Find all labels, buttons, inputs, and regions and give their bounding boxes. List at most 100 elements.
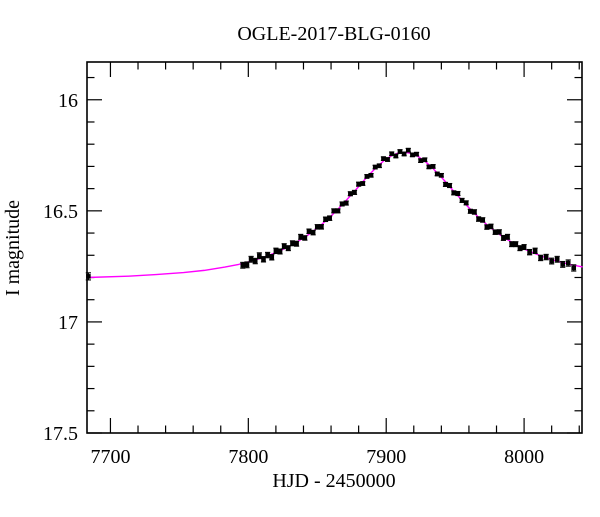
- data-point: [372, 164, 378, 170]
- data-point-marker: [389, 151, 395, 157]
- data-point: [565, 259, 571, 267]
- data-point: [418, 158, 424, 163]
- data-point: [430, 164, 436, 169]
- data-point: [500, 234, 507, 241]
- data-point: [480, 217, 486, 223]
- data-point: [339, 201, 345, 207]
- data-point: [484, 224, 490, 230]
- data-point: [496, 229, 502, 235]
- data-point: [310, 229, 316, 236]
- data-point-marker: [401, 151, 407, 157]
- data-point: [451, 190, 457, 196]
- data-point-marker: [468, 208, 473, 214]
- data-point: [293, 240, 300, 247]
- data-point-marker: [549, 258, 554, 264]
- data-point: [351, 189, 358, 195]
- data-point: [488, 223, 494, 230]
- data-point-marker: [543, 254, 549, 260]
- data-point-marker: [501, 235, 506, 241]
- data-point: [376, 163, 382, 169]
- data-point-marker: [327, 215, 332, 221]
- data-point-marker: [565, 260, 571, 266]
- data-point-marker: [484, 224, 490, 230]
- data-point-marker: [513, 241, 519, 247]
- data-point-marker: [352, 190, 357, 195]
- data-point-marker: [492, 229, 498, 235]
- data-point-marker: [240, 262, 246, 268]
- x-tick-label: 8000: [504, 446, 544, 468]
- data-point-marker: [521, 244, 527, 250]
- data-point-marker: [554, 256, 560, 262]
- data-point-marker: [286, 245, 291, 251]
- data-points-series: [85, 147, 577, 281]
- data-point: [422, 157, 428, 163]
- data-point-marker: [364, 174, 370, 179]
- data-point-marker: [335, 208, 341, 214]
- data-point-marker: [257, 253, 262, 259]
- data-point: [364, 174, 370, 179]
- data-point: [532, 247, 538, 255]
- data-point-marker: [348, 191, 353, 197]
- y-tick-label: 17: [58, 312, 78, 334]
- data-point: [260, 256, 267, 263]
- data-point-marker: [397, 149, 403, 154]
- data-point: [343, 200, 349, 206]
- data-point-marker: [451, 190, 457, 196]
- data-point: [447, 182, 453, 189]
- data-point-marker: [281, 243, 287, 249]
- data-point-marker: [532, 248, 538, 254]
- data-point-marker: [323, 216, 328, 222]
- data-point: [521, 244, 527, 251]
- data-point-marker: [298, 234, 304, 240]
- data-point-marker: [360, 181, 366, 186]
- data-point-marker: [459, 198, 465, 203]
- data-point-marker: [248, 256, 254, 262]
- data-point: [256, 252, 262, 260]
- data-point-marker: [381, 156, 386, 161]
- data-point-marker: [509, 241, 514, 247]
- data-point-marker: [476, 216, 481, 222]
- data-point: [269, 254, 275, 261]
- data-point: [360, 181, 366, 186]
- data-point-marker: [385, 157, 390, 162]
- data-point: [438, 172, 444, 178]
- data-point-marker: [560, 262, 565, 267]
- data-point: [504, 233, 511, 240]
- data-point-marker: [244, 262, 250, 268]
- data-point: [442, 181, 449, 187]
- data-point-marker: [447, 183, 452, 188]
- data-point-marker: [302, 235, 308, 241]
- data-point-marker: [306, 228, 312, 234]
- data-point-marker: [418, 158, 423, 163]
- data-point: [281, 243, 287, 250]
- data-point: [277, 248, 283, 255]
- data-point: [554, 255, 560, 263]
- data-point-marker: [265, 252, 270, 258]
- data-point: [314, 224, 320, 230]
- data-point-marker: [434, 171, 440, 177]
- model-curve-line: [86, 151, 583, 279]
- y-tick-label: 16.5: [43, 201, 78, 223]
- x-tick-label: 7700: [90, 446, 130, 468]
- data-point: [538, 254, 544, 262]
- data-point-marker: [393, 153, 399, 159]
- data-point: [517, 245, 523, 252]
- data-point-marker: [343, 200, 349, 206]
- data-point-marker: [480, 217, 486, 223]
- data-point: [459, 197, 465, 203]
- data-point-marker: [269, 254, 275, 260]
- data-point: [265, 251, 271, 259]
- data-point-marker: [527, 249, 532, 255]
- data-point: [252, 257, 258, 265]
- axis-tick-labels: 7700 7800 7900 8000 16 16.5 17 17.5: [43, 90, 544, 468]
- data-point: [409, 152, 416, 158]
- data-point: [244, 261, 250, 269]
- data-point-marker: [505, 234, 510, 240]
- data-point: [318, 224, 325, 230]
- data-point-marker: [368, 172, 374, 178]
- x-tick-label: 7900: [366, 446, 406, 468]
- plot-frame: [86, 61, 583, 434]
- data-point: [509, 241, 515, 248]
- data-point: [475, 216, 482, 222]
